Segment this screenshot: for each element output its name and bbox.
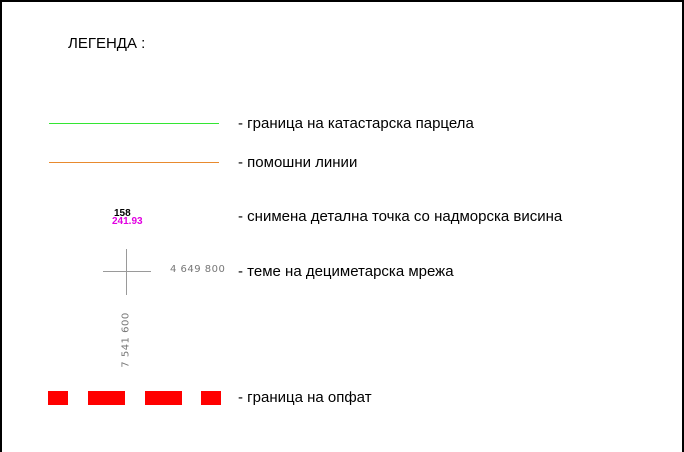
dash-segment xyxy=(201,391,221,405)
dash-segment xyxy=(145,391,182,405)
dash-segment xyxy=(88,391,125,405)
grid-cross-vertical xyxy=(126,249,127,295)
legend-item-label: - помошни линии xyxy=(238,154,358,171)
parcel-boundary-line-symbol xyxy=(49,123,219,124)
legend-title: ЛЕГЕНДА : xyxy=(68,35,146,52)
legend-item-label: - граница на опфат xyxy=(238,389,372,406)
legend-item-label: - снимена детална точка со надморска вис… xyxy=(238,208,563,225)
survey-point-number: 158 xyxy=(114,208,131,219)
auxiliary-line-symbol xyxy=(49,162,219,163)
dash-segment xyxy=(48,391,68,405)
survey-point-elevation: 241.93 xyxy=(112,216,143,227)
grid-easting-label: 4 649 800 xyxy=(170,264,226,275)
legend-item-label: - граница на катастарска парцела xyxy=(238,115,474,132)
grid-cross-horizontal xyxy=(103,271,151,272)
legend-item-label: - теме на дециметарска мрежа xyxy=(238,263,454,280)
grid-northing-label: 7 541 600 xyxy=(120,312,132,368)
